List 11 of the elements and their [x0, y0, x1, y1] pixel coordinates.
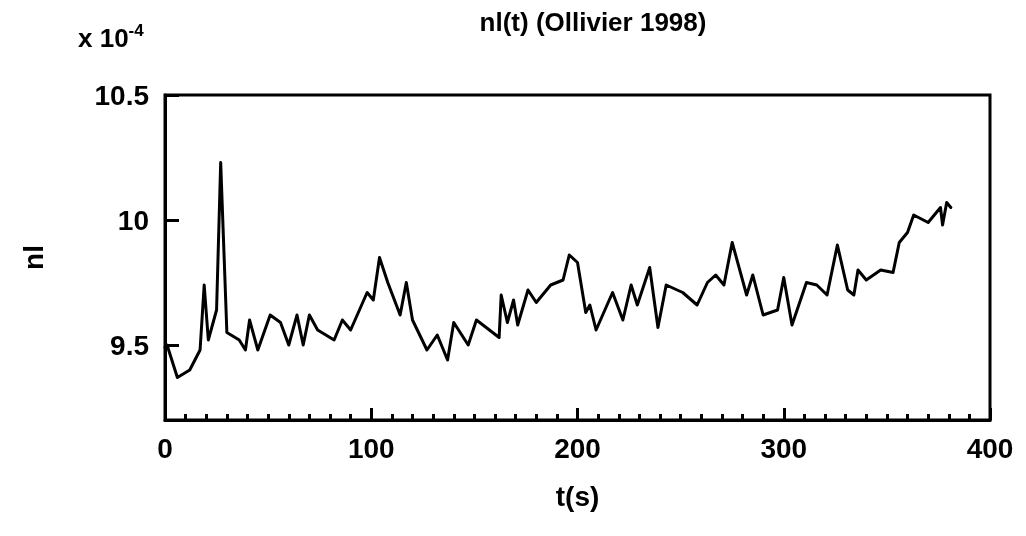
x-tick-label: 400	[966, 432, 1014, 464]
x-axis-title: t(s)	[555, 480, 600, 512]
x-tick-label: 300	[760, 432, 808, 464]
y-tick-label: 9.5	[110, 329, 149, 361]
x-tick-label: 100	[347, 432, 395, 464]
y-tick-label: 10	[117, 204, 149, 236]
y-axis-title: nl	[17, 245, 49, 270]
y-tick-label: 10.5	[94, 79, 149, 111]
x-tick-label: 200	[554, 432, 601, 464]
chart-title: nl(t) (Ollivier 1998)	[479, 7, 707, 37]
x-tick-label: 0	[157, 432, 173, 464]
